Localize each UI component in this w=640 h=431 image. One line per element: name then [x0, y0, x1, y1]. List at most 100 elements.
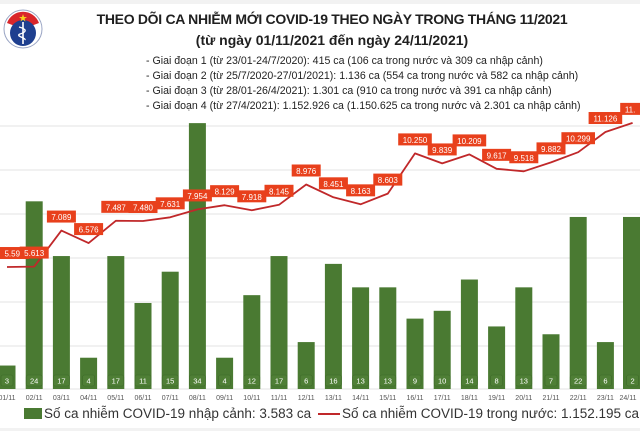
bar-value-label: 13	[356, 377, 364, 386]
bar-label-bg	[161, 374, 179, 387]
bar-imported	[379, 287, 397, 389]
bar-imported	[352, 287, 370, 389]
bar-value-label: 4	[223, 377, 227, 386]
line-label-bg	[128, 201, 158, 214]
line-value-label: 7.089	[51, 213, 72, 222]
bar-value-label: 3	[5, 377, 9, 386]
bar-value-label: 7	[549, 377, 553, 386]
bar-label-bg	[461, 374, 478, 387]
bar-label-bg	[626, 374, 639, 387]
bar-label-bg	[544, 374, 558, 387]
line-value-label: 7.954	[187, 192, 208, 201]
bottom-border	[0, 428, 640, 431]
line-label-bg	[452, 134, 487, 147]
line-value-label: 7.480	[133, 204, 154, 213]
bar-imported	[515, 287, 533, 389]
legend-domestic-label: Số ca nhiễm COVID-19 trong nước: 1.152.1…	[342, 406, 640, 421]
bar-value-label: 15	[166, 377, 174, 386]
bar-value-label: 6	[603, 377, 607, 386]
bar-imported	[406, 318, 424, 389]
line-value-label: 10.250	[403, 136, 428, 145]
bar-label-bg	[352, 374, 369, 387]
bar-imported	[134, 302, 152, 389]
bar-value-label: 12	[248, 377, 256, 386]
line-value-label: 8.451	[323, 180, 344, 189]
line-label-bg	[427, 143, 457, 156]
bar-label-bg	[0, 374, 14, 387]
x-tick-label: 20/11	[515, 395, 532, 402]
bar-imported	[324, 263, 342, 389]
phase-3-note: - Giai đoạn 3 (từ 28/01-26/4/2021): 1.30…	[146, 85, 552, 97]
bar-imported	[623, 216, 640, 389]
x-tick-label: 18/11	[461, 395, 478, 402]
x-tick-label: 06/11	[135, 395, 152, 402]
bar-label-bg	[243, 374, 261, 387]
x-tick-label: 11/11	[271, 395, 288, 402]
bar-value-label: 17	[112, 377, 120, 386]
x-tick-label: 12/11	[298, 395, 315, 402]
bar-imported	[433, 310, 451, 389]
chart-subtitle: (từ ngày 01/11/2021 đến ngày 24/11/2021)	[195, 32, 469, 48]
line-value-label: 9.882	[541, 145, 562, 154]
x-tick-label: 23/11	[597, 395, 614, 402]
x-tick-label: 01/11	[0, 395, 16, 402]
line-value-label: 9.839	[432, 146, 453, 155]
line-label-bg	[237, 190, 267, 203]
x-tick-label: 21/11	[543, 395, 560, 402]
bar-imported	[488, 326, 506, 389]
line-value-label: 11.126	[593, 115, 617, 124]
bar-imported	[161, 271, 179, 389]
legend-line-swatch-icon	[318, 412, 340, 415]
bar-label-bg	[270, 374, 288, 387]
bar-label-bg	[599, 374, 612, 387]
bar-imported	[569, 216, 587, 389]
line-value-label: 8.603	[378, 176, 399, 185]
x-tick-label: 19/11	[488, 395, 505, 402]
bar-imported	[25, 201, 43, 389]
x-tick-label: 10/11	[243, 395, 260, 402]
line-value-label: 10.209	[457, 137, 482, 146]
bar-value-label: 8	[495, 377, 499, 386]
legend-domestic: Số ca nhiễm COVID-19 trong nước: 1.152.1…	[318, 406, 639, 421]
legend-bar-swatch-icon	[24, 408, 42, 419]
x-tick-label: 15/11	[379, 395, 396, 402]
line-domestic	[6, 122, 633, 268]
x-tick-label: 09/11	[216, 395, 233, 402]
legend-imported-label: Số ca nhiễm COVID-19 nhập cảnh: 3.583 ca	[44, 406, 312, 421]
line-label-bg	[561, 132, 595, 145]
x-tick-label: 07/11	[162, 395, 179, 402]
bar-label-bg	[299, 374, 313, 387]
line-value-label: 11.	[625, 105, 636, 114]
bar-value-label: 22	[574, 377, 582, 386]
line-value-label: 7.631	[160, 200, 181, 209]
bar-imported	[243, 295, 261, 389]
bar-value-label: 13	[384, 377, 392, 386]
line-label-bg	[398, 133, 432, 146]
line-value-label: 5.595	[4, 250, 25, 259]
bar-imported	[270, 256, 288, 389]
phase-2-note: - Giai đoạn 2 (từ 25/7/2020-27/01/2021):…	[146, 70, 579, 82]
line-value-label: 10.299	[566, 135, 591, 144]
line-label-bg	[74, 223, 104, 236]
x-tick-label: 13/11	[325, 395, 342, 402]
bar-imported	[460, 279, 478, 389]
ministry-of-health-logo-icon	[3, 9, 43, 49]
line-label-bg	[509, 151, 539, 164]
line-value-label: 8.976	[296, 167, 317, 176]
bar-value-label: 17	[275, 377, 283, 386]
bar-value-label: 14	[465, 377, 473, 386]
line-value-label: 9.518	[514, 154, 535, 163]
line-label-bg	[182, 189, 212, 202]
line-value-label: 5.613	[24, 249, 45, 258]
line-label-bg	[19, 246, 49, 259]
x-tick-label: 05/11	[107, 395, 124, 402]
x-tick-label: 14/11	[352, 395, 369, 402]
line-label-bg	[536, 142, 566, 155]
x-tick-label: 04/11	[80, 395, 97, 402]
line-value-label: 8.145	[269, 187, 290, 196]
phase-4-note: - Giai đoạn 4 (từ 27/4/2021): 1.152.926 …	[146, 100, 581, 112]
bar-label-bg	[515, 374, 533, 387]
line-value-label: 8.129	[215, 188, 236, 197]
line-value-label: 7.487	[106, 203, 127, 212]
